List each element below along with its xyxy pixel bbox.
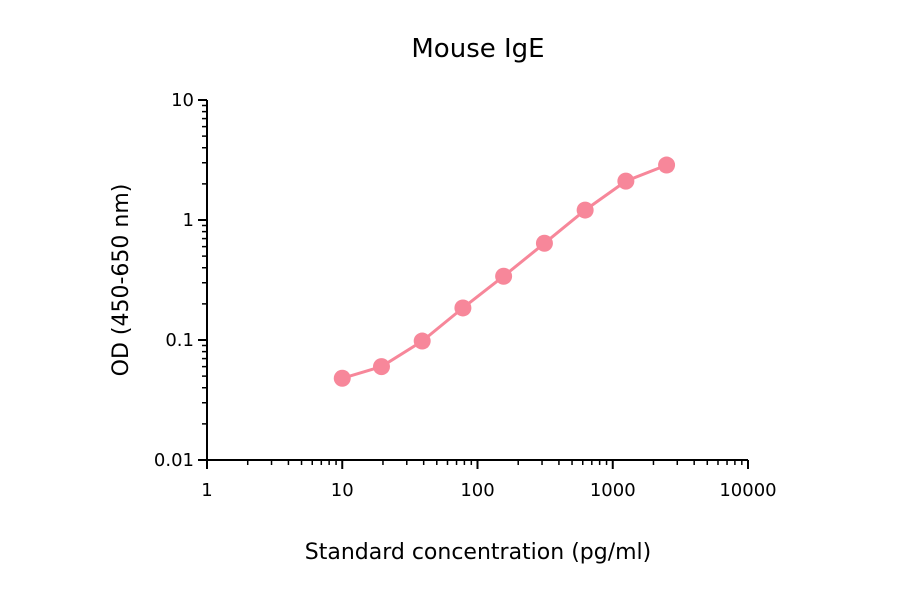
x-tick-label: 10000 [719,480,776,501]
data-point [372,358,390,376]
x-tick-label: 1000 [590,480,636,501]
chart-title: Mouse IgE [411,34,544,64]
y-tick-label: 0.01 [154,450,194,471]
data-point [535,234,553,252]
data-point [413,332,431,350]
data-point [495,267,513,285]
y-axis-label: OD (450-650 nm) [109,184,134,377]
data-point [658,156,676,174]
x-tick-label: 100 [460,480,494,501]
y-tick-label: 1 [183,210,194,231]
data-point [333,369,351,387]
x-axis-label: Standard concentration (pg/ml) [305,540,652,565]
data-point [576,201,594,219]
x-tick-label: 10 [331,480,354,501]
data-point [454,299,472,317]
data-point [617,172,635,190]
x-tick-label: 1 [201,480,212,501]
y-tick-label: 10 [171,90,194,111]
y-tick-label: 0.1 [165,330,194,351]
